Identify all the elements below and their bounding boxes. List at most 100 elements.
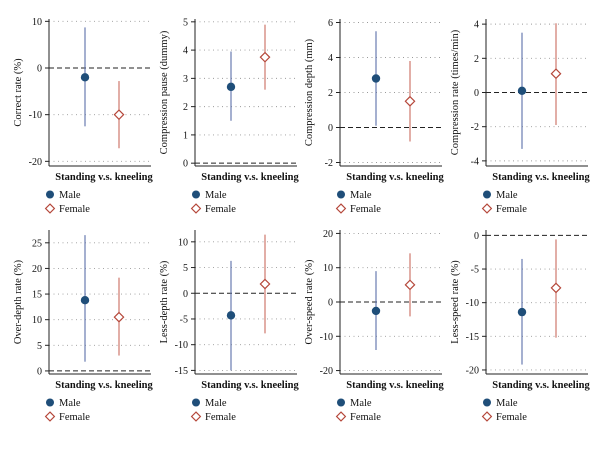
panel-1: -20 -10 0 10 Correct rate (%) Standing v.s. k… [13,17,153,215]
y-tick-label: -10 [175,340,188,351]
y-tick-label: -5 [471,265,479,276]
x-axis-label: Standing v.s. kneeling [55,172,153,183]
y-tick-label: 2 [328,88,333,99]
y-tick-label: 0 [37,64,42,75]
y-tick-label: 20 [32,264,42,275]
y-tick-label: 1 [183,130,188,141]
legend-female-marker [335,203,347,214]
legend-female-label: Female [59,412,90,423]
legend-male-marker [46,398,54,407]
legend-male-label: Male [205,190,227,201]
y-tick-label: 25 [32,238,42,249]
male-point [80,73,90,82]
x-axis-label: Standing v.s. kneeling [492,172,590,183]
male-point [517,307,527,317]
y-tick-label: 4 [474,20,479,31]
male-point [517,86,527,95]
y-tick-label: 0 [183,289,188,300]
y-tick-label: -20 [466,365,479,376]
y-tick-label: 3 [183,74,188,85]
legend-female-label: Female [205,204,236,215]
legend-male-label: Male [350,398,372,409]
x-axis-label: Standing v.s. kneeling [346,380,444,391]
y-tick-label: 20 [323,229,333,240]
female-point [259,51,271,63]
y-tick-label: 4 [183,46,188,57]
legend-female-marker [190,411,202,422]
legend-female-label: Female [496,204,527,215]
y-tick-label: -15 [175,366,188,377]
legend-female-label: Female [496,412,527,423]
y-tick-label: 2 [183,102,188,113]
legend-male-label: Male [59,190,81,201]
panel-2: 0 1 2 3 4 5 Compression pause (dummy) Standing … [159,17,299,215]
panel-6: -15 -10 -5 0 5 10 Less-depth rate (%) Standing … [159,230,299,423]
legend-male-label: Male [496,398,518,409]
y-tick-label: 10 [32,17,42,28]
male-point [226,82,236,92]
panel-8: -20 -15 -10 -5 0 Less-speed rate (%) Standing … [450,230,590,423]
female-point [404,279,416,291]
y-tick-label: -10 [29,110,42,121]
y-axis-label: Over-speed rate (%) [304,259,315,344]
x-axis-label: Standing v.s. kneeling [201,380,299,391]
y-tick-label: 0 [328,298,333,309]
male-point [371,74,381,83]
y-tick-label: 2 [474,54,479,65]
y-tick-label: 5 [183,263,188,274]
female-point [113,109,125,121]
y-tick-label: 15 [32,290,42,301]
female-point [259,278,271,290]
y-axis-label: Correct rate (%) [13,58,24,127]
legend-female-marker [481,203,493,214]
y-axis-label: Compression depth (mm) [304,38,315,146]
female-point [404,95,416,107]
x-axis-label: Standing v.s. kneeling [55,380,153,391]
legend-male-label: Male [59,398,81,409]
female-point [550,282,562,294]
legend-female-label: Female [350,412,381,423]
male-point [80,296,90,305]
male-point [371,306,381,316]
y-tick-label: 6 [328,18,333,29]
legend-female-marker [481,411,493,422]
y-tick-label: 0 [474,88,479,99]
y-tick-label: -10 [466,298,479,309]
y-tick-label: 0 [183,159,188,170]
panel-7: -20 -10 0 10 20 Over-speed rate (%) Standing v… [304,229,444,423]
y-tick-label: 0 [37,366,42,377]
legend-male-marker [337,398,345,407]
panel-3: -2 0 2 4 6 Compression depth (mm) Standing v.s… [304,18,444,215]
legend-male-marker [337,190,345,199]
y-tick-label: 0 [474,231,479,242]
male-point [226,311,236,320]
legend-female-label: Female [350,204,381,215]
y-tick-label: -5 [180,314,188,325]
legend-female-marker [44,203,56,214]
y-tick-label: -2 [325,158,333,169]
panel-4: -4 -2 0 2 4 Compression rate (times/min) Stand… [450,19,590,215]
y-axis-label: Less-depth rate (%) [159,260,170,343]
legend-male-label: Male [496,190,518,201]
y-tick-label: -20 [29,157,42,168]
y-tick-label: 4 [328,53,333,64]
female-point [113,311,125,323]
y-tick-label: 10 [32,315,42,326]
legend-female-marker [44,411,56,422]
y-tick-label: -20 [320,366,333,377]
legend-male-marker [483,398,491,407]
y-tick-label: -2 [471,122,479,133]
y-axis-label: Compression pause (dummy) [159,30,170,154]
y-tick-label: 5 [37,341,42,352]
y-tick-label: -10 [320,332,333,343]
panel-5: 0 5 10 15 20 25 Over-depth rate (%) Standing v.… [13,230,153,423]
legend-female-label: Female [59,204,90,215]
x-axis-label: Standing v.s. kneeling [492,380,590,391]
y-tick-label: 0 [328,123,333,134]
y-axis-label: Compression rate (times/min) [450,29,461,155]
legend-female-marker [335,411,347,422]
legend-male-marker [483,190,491,199]
y-axis-label: Less-speed rate (%) [450,260,461,344]
